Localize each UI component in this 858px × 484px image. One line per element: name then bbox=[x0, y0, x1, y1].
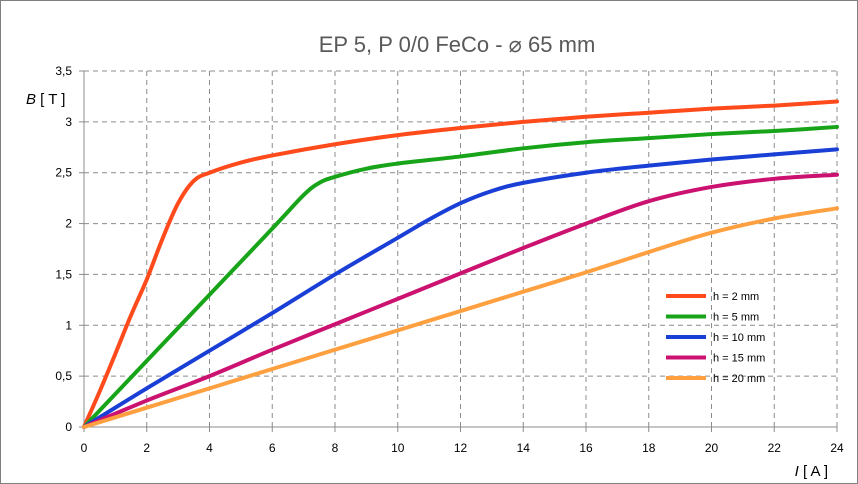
x-tick-label: 16 bbox=[579, 441, 593, 455]
legend-label: h = 15 mm bbox=[713, 353, 765, 365]
legend: h = 2 mm h = 5 mm h = 10 mm h = 15 mm h = 20… bbox=[666, 291, 765, 385]
y-tick-labels: 0 0,5 1 1,5 2 2,5 3 3,5 bbox=[55, 64, 72, 434]
x-tick-label: 6 bbox=[269, 441, 276, 455]
chart-title: EP 5, P 0/0 FeCo - ⌀ 65 mm bbox=[319, 32, 596, 57]
y-tick-label: 0,5 bbox=[55, 369, 72, 383]
x-tick-label: 8 bbox=[332, 441, 339, 455]
series-line-5 bbox=[82, 206, 839, 429]
x-tick-label: 18 bbox=[642, 441, 656, 455]
series-line-1 bbox=[82, 99, 839, 429]
x-axis-label: I [ A ] bbox=[795, 463, 828, 480]
x-tick-label: 24 bbox=[830, 441, 844, 455]
x-axis-unit: [ A ] bbox=[799, 463, 828, 480]
x-tick-labels: 0 2 4 6 8 10 12 14 16 18 20 22 24 bbox=[81, 441, 844, 455]
y-tick-label: 1 bbox=[65, 318, 72, 332]
y-tick-label: 1,5 bbox=[55, 267, 72, 281]
y-axis-label: B [ T ] bbox=[26, 91, 65, 108]
x-tick-label: 10 bbox=[391, 441, 405, 455]
legend-label: h = 5 mm bbox=[713, 312, 759, 324]
y-tick-label: 3,5 bbox=[55, 64, 72, 78]
x-tick-label: 4 bbox=[206, 441, 213, 455]
y-tick-label: 2,5 bbox=[55, 166, 72, 180]
series-line-3 bbox=[82, 147, 839, 429]
x-tick-label: 20 bbox=[705, 441, 719, 455]
y-axis-unit: [ T ] bbox=[36, 91, 65, 108]
legend-label: h = 2 mm bbox=[713, 291, 759, 303]
x-tick-label: 14 bbox=[517, 441, 531, 455]
y-tick-label: 0 bbox=[65, 420, 72, 434]
legend-label: h = 20 mm bbox=[713, 373, 765, 385]
series-line-2 bbox=[82, 124, 839, 429]
x-tick-label: 0 bbox=[81, 441, 88, 455]
x-tick-label: 22 bbox=[768, 441, 782, 455]
y-axis-symbol: B bbox=[26, 91, 36, 108]
x-axis-symbol: I bbox=[795, 463, 799, 480]
axes bbox=[79, 70, 838, 432]
series-lines bbox=[82, 99, 839, 429]
y-tick-label: 2 bbox=[65, 217, 72, 231]
y-tick-label: 3 bbox=[65, 115, 72, 129]
legend-label: h = 10 mm bbox=[713, 332, 765, 344]
series-line-4 bbox=[82, 172, 839, 429]
x-tick-label: 12 bbox=[454, 441, 468, 455]
x-tick-label: 2 bbox=[143, 441, 150, 455]
